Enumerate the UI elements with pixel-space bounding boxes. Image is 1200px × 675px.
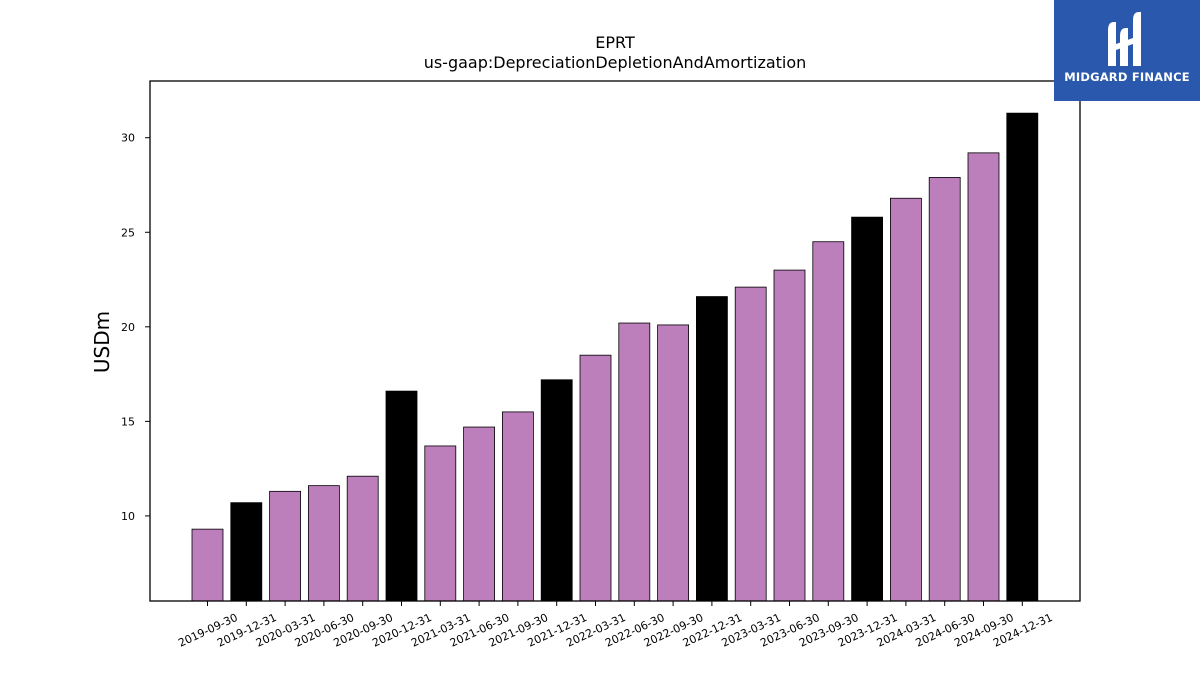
- bar-2022-12-31: [696, 296, 728, 602]
- bars-group: [191, 112, 1039, 602]
- chart-subtitle: us-gaap:DepreciationDepletionAndAmortiza…: [424, 53, 807, 72]
- midgard-logo-icon: [1108, 12, 1141, 66]
- bar-2020-03-31: [269, 490, 302, 602]
- y-axis: 10 15 20 25 30: [121, 132, 150, 523]
- bar-2024-03-31: [890, 197, 922, 602]
- y-axis-label: USDm: [90, 311, 114, 373]
- bar-2022-03-31: [579, 354, 612, 602]
- bar-2022-06-30: [618, 322, 651, 602]
- bar-2021-03-31: [424, 445, 457, 602]
- y-tick-label: 25: [121, 226, 135, 239]
- plot-frame: [149, 80, 1081, 602]
- bar-2023-06-30: [773, 269, 806, 602]
- bar-2021-09-30: [501, 411, 534, 602]
- bar-2019-12-31: [230, 502, 263, 602]
- bar-2023-12-31: [851, 216, 883, 602]
- chart-title: EPRT: [595, 33, 635, 52]
- bar-2024-12-31: [1006, 112, 1039, 602]
- y-tick-label: 20: [121, 321, 135, 334]
- bar-2023-09-30: [812, 241, 845, 602]
- bar-2023-03-31: [734, 286, 767, 602]
- bar-2024-09-30: [967, 152, 1000, 602]
- y-tick-label: 30: [121, 132, 135, 145]
- bar-2024-06-30: [928, 177, 961, 602]
- bar-2021-06-30: [463, 426, 496, 602]
- y-tick-label: 15: [121, 415, 135, 428]
- bar-2020-12-31: [385, 390, 418, 602]
- bar-2020-09-30: [346, 475, 379, 602]
- logo-text: MIDGARD FINANCE: [1064, 70, 1190, 84]
- bar-2022-09-30: [657, 324, 689, 602]
- y-tick-label: 10: [121, 510, 135, 523]
- bar-2021-12-31: [540, 379, 573, 602]
- midgard-finance-logo: MIDGARD FINANCE: [1054, 0, 1200, 101]
- x-axis: 2019-09-302019-12-312020-03-312020-06-30…: [176, 601, 1055, 650]
- bar-2020-06-30: [307, 485, 340, 602]
- bar-2019-09-30: [191, 528, 224, 602]
